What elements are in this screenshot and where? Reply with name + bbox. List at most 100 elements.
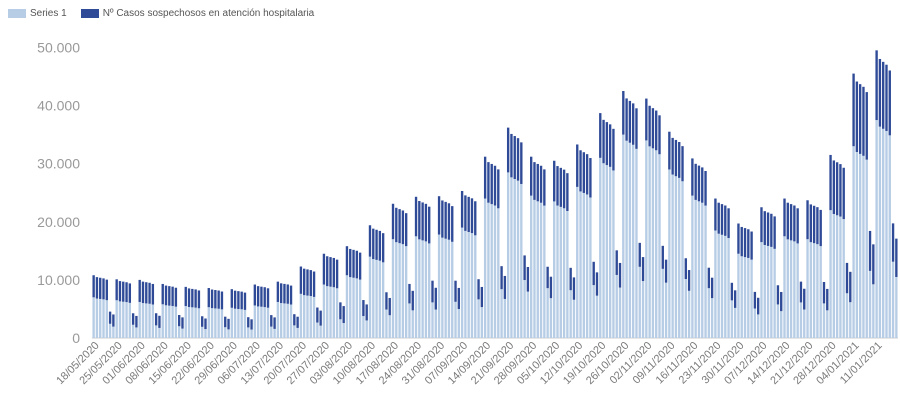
bar-series-2 <box>122 281 125 302</box>
bar-series-2 <box>628 100 632 143</box>
bar-series-2 <box>388 297 391 316</box>
bar-series-2 <box>766 212 770 246</box>
bar-series-2 <box>296 316 299 328</box>
bar-series-2 <box>822 282 826 304</box>
bar-series-2 <box>108 311 112 324</box>
bar-series-1 <box>691 195 694 338</box>
bar-series-2 <box>707 267 711 289</box>
bar-series-1 <box>826 310 829 338</box>
bar-series-1 <box>655 150 658 338</box>
bar-series-2 <box>701 167 704 203</box>
bar-series-2 <box>349 248 352 278</box>
bar-series-2 <box>582 152 586 193</box>
bar-series-2 <box>562 169 566 209</box>
bar-series-1 <box>378 260 382 338</box>
bar-series-2 <box>530 156 533 196</box>
bar-series-2 <box>342 306 345 324</box>
bar-series-2 <box>230 289 233 308</box>
bar-series-1 <box>651 148 655 338</box>
bar-series-2 <box>750 231 753 260</box>
bar-series-2 <box>141 281 145 304</box>
bar-series-2 <box>697 165 701 202</box>
bar-series-1 <box>487 202 490 338</box>
bar-series-2 <box>335 259 339 289</box>
bar-series-1 <box>599 157 602 338</box>
bar-series-2 <box>895 238 898 277</box>
bar-series-2 <box>641 257 645 282</box>
bar-series-2 <box>757 297 760 315</box>
y-tick-label: 10.000 <box>37 272 80 288</box>
bar-series-1 <box>500 289 503 338</box>
bar-series-2 <box>687 270 691 291</box>
bar-series-1 <box>279 303 283 338</box>
bar-series-2 <box>181 317 184 329</box>
bar-series-1 <box>737 253 740 338</box>
bar-series-1 <box>664 282 668 338</box>
bar-series-1 <box>780 311 783 338</box>
bar-series-2 <box>855 81 859 152</box>
bar-series-2 <box>477 279 480 300</box>
bar-series-2 <box>286 284 289 304</box>
bar-series-2 <box>243 292 247 310</box>
bar-series-1 <box>243 309 247 338</box>
bar-series-1 <box>184 306 187 338</box>
bar-series-1 <box>233 308 237 338</box>
bar-series-1 <box>757 314 760 338</box>
bar-series-1 <box>743 257 747 338</box>
y-tick-label: 30.000 <box>37 156 80 172</box>
bar-series-2 <box>148 282 151 304</box>
bar-series-1 <box>151 304 155 338</box>
bar-series-2 <box>602 119 605 164</box>
bar-series-1 <box>618 287 622 338</box>
bar-series-1 <box>332 287 335 338</box>
y-tick-label: 50.000 <box>37 39 80 55</box>
bar-series-1 <box>447 239 451 338</box>
bar-series-1 <box>872 284 875 338</box>
bar-series-1 <box>480 307 484 338</box>
bar-series-1 <box>204 329 207 338</box>
bar-series-1 <box>786 239 789 338</box>
bar-series-1 <box>372 259 375 338</box>
bar-series-2 <box>832 160 836 214</box>
bar-series-2 <box>326 256 329 287</box>
bar-series-1 <box>506 172 510 338</box>
bar-series-2 <box>658 115 661 155</box>
bar-series-1 <box>464 230 467 338</box>
bar-series-2 <box>868 230 872 271</box>
bar-series-2 <box>451 206 454 242</box>
bar-series-2 <box>92 275 95 298</box>
bar-series-2 <box>240 291 243 310</box>
bar-series-1 <box>753 308 757 338</box>
bar-series-2 <box>546 266 549 289</box>
bar-series-2 <box>645 98 648 141</box>
bar-series-1 <box>704 205 707 338</box>
bar-series-1 <box>194 307 197 338</box>
bar-series-2 <box>826 288 829 311</box>
bar-series-2 <box>510 133 513 178</box>
bar-series-1 <box>408 303 411 338</box>
bar-series-1 <box>355 278 359 338</box>
bar-series-2 <box>414 196 418 237</box>
bar-series-1 <box>717 233 720 338</box>
bar-series-2 <box>391 203 395 240</box>
bar-series-2 <box>365 304 368 321</box>
bar-series-1 <box>253 305 257 338</box>
bar-series-1 <box>230 307 233 338</box>
bar-series-1 <box>668 169 671 338</box>
bar-series-2 <box>608 124 612 167</box>
bar-series-1 <box>286 303 289 338</box>
bar-series-1 <box>608 166 612 338</box>
bar-series-2 <box>378 230 382 261</box>
bar-series-2 <box>664 259 668 283</box>
bar-series-1 <box>714 230 717 338</box>
bar-series-1 <box>740 256 743 338</box>
bar-series-1 <box>730 300 734 338</box>
bar-series-2 <box>309 270 312 297</box>
bar-series-2 <box>247 317 250 328</box>
bar-series-1 <box>283 303 286 338</box>
bar-series-2 <box>763 211 766 245</box>
bar-series-2 <box>273 317 276 329</box>
bar-series-2 <box>401 210 405 245</box>
bar-series-1 <box>368 256 372 338</box>
bar-series-1 <box>312 296 316 338</box>
